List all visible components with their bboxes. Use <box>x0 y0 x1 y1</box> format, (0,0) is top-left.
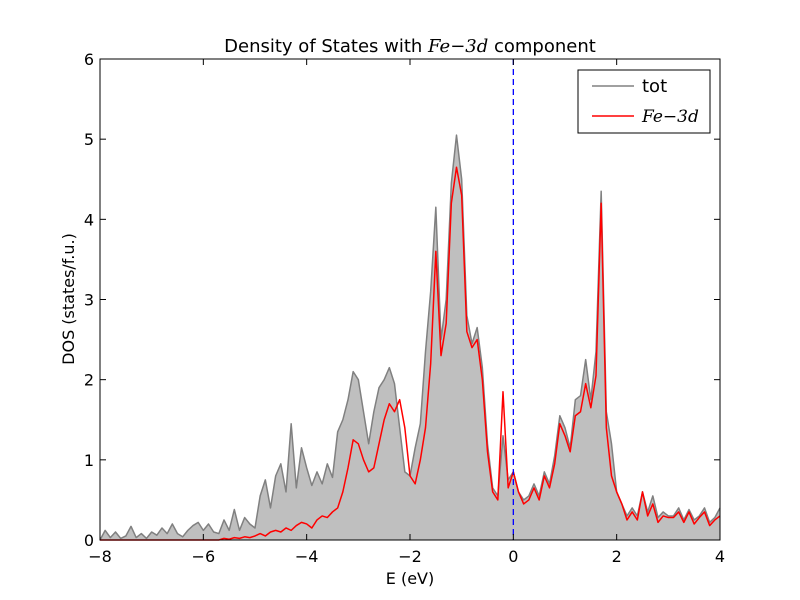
x-axis-label: E (eV) <box>386 569 434 588</box>
series-area-0 <box>100 135 720 540</box>
x-tick-label: 0 <box>508 547 518 566</box>
y-tick-label: 0 <box>84 531 94 550</box>
legend-label-fe3d: Fe−3d <box>641 107 699 127</box>
y-tick-label: 3 <box>84 291 94 310</box>
x-tick-label: 2 <box>612 547 622 566</box>
y-tick-label: 1 <box>84 451 94 470</box>
x-tick-label: −4 <box>295 547 319 566</box>
x-tick-label: −6 <box>192 547 216 566</box>
chart-title-math: Fe−3d <box>427 36 488 57</box>
y-tick-label: 5 <box>84 130 94 149</box>
plot-area <box>100 59 720 540</box>
y-axis-label: DOS (states/f.u.) <box>59 233 78 365</box>
y-tick-label: 6 <box>84 50 94 69</box>
chart-title-suffix: component <box>488 36 596 57</box>
legend: tot Fe−3d <box>577 69 711 134</box>
x-tick-label: −8 <box>88 547 112 566</box>
x-tick-label: −2 <box>398 547 422 566</box>
legend-label-tot: tot <box>642 76 667 97</box>
y-tick-label: 2 <box>84 371 94 390</box>
chart-title: Density of States with Fe−3d component <box>224 36 596 57</box>
tick-layer: −8 −6 −4 −2 0 2 4 0 1 2 3 4 5 6 <box>84 50 725 566</box>
chart-title-prefix: Density of States with <box>224 36 428 57</box>
y-tick-label: 4 <box>84 210 94 229</box>
x-tick-label: 4 <box>715 547 725 566</box>
legend-box <box>577 69 711 134</box>
